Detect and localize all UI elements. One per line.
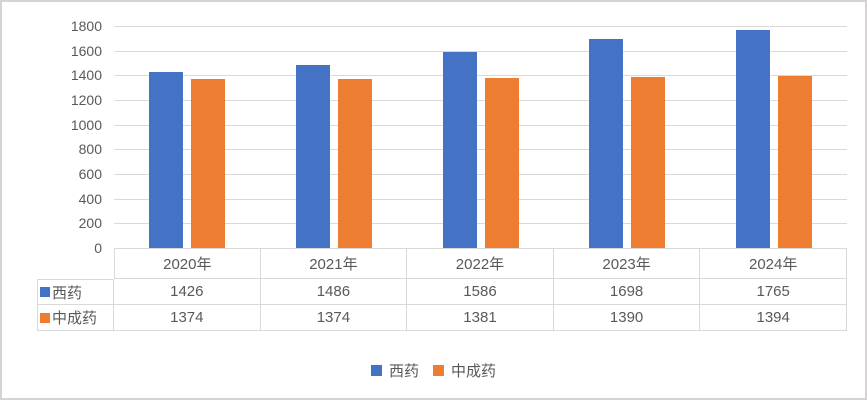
legend-key-西药 xyxy=(40,287,50,297)
bar-中成药-2023年 xyxy=(631,76,666,248)
bar-中成药-2021年 xyxy=(337,78,372,248)
table-row-label-text: 西药 xyxy=(52,284,83,302)
y-axis-tick-label: 1800 xyxy=(70,18,102,34)
y-axis-tick-label: 800 xyxy=(78,141,102,158)
legend: 西药 中成药 xyxy=(2,358,865,382)
gridline xyxy=(114,149,847,151)
gridline xyxy=(114,223,847,225)
table-cell: 1426 xyxy=(114,279,261,305)
legend-item-西药: 西药 xyxy=(370,360,419,381)
legend-item-中成药: 中成药 xyxy=(433,360,496,381)
table-cell: 1394 xyxy=(700,305,847,331)
table-cell: 1390 xyxy=(553,305,701,331)
table-header-cell: 2020年 xyxy=(114,248,261,279)
y-axis-tick-label: 600 xyxy=(78,166,102,182)
gridline xyxy=(114,26,847,27)
y-axis-tick-label: 400 xyxy=(78,190,102,207)
table-cell: 1765 xyxy=(700,279,847,305)
table-cell: 1586 xyxy=(407,279,554,305)
table-cell: 1698 xyxy=(553,279,701,305)
y-axis-tick-label: 1000 xyxy=(70,116,102,133)
gridline xyxy=(114,50,847,52)
legend-label: 西药 xyxy=(388,362,419,380)
y-axis-tick-label: 0 xyxy=(94,240,102,256)
bar-西药-2020年 xyxy=(149,72,184,248)
table-cell: 1374 xyxy=(114,305,261,331)
legend-label: 中成药 xyxy=(451,362,497,380)
table-row-label-text: 中成药 xyxy=(52,310,98,327)
table-header-cell: 2021年 xyxy=(260,248,408,279)
gridline xyxy=(114,174,847,175)
bar-中成药-2020年 xyxy=(191,78,226,248)
gridline xyxy=(114,75,847,77)
table-row-label: 西药 xyxy=(37,279,114,305)
table-header-cell: 2024年 xyxy=(700,248,847,279)
table-header-cell: 2022年 xyxy=(407,248,554,279)
table-header-cell: 2023年 xyxy=(553,248,701,279)
y-axis-tick-label: 1200 xyxy=(70,92,102,108)
table-cell: 1486 xyxy=(260,279,408,305)
bar-中成药-2024年 xyxy=(777,76,812,248)
legend-key-中成药 xyxy=(40,312,50,323)
gridline xyxy=(114,124,847,126)
y-axis-tick-label: 200 xyxy=(78,215,102,232)
table-cell: 1381 xyxy=(407,305,554,331)
bar-西药-2022年 xyxy=(442,52,477,248)
gridline xyxy=(114,100,847,101)
bar-中成药-2022年 xyxy=(484,77,519,248)
table-row-label: 中成药 xyxy=(37,305,114,331)
legend-swatch xyxy=(433,364,444,376)
gridline xyxy=(114,198,847,200)
table-cell: 1374 xyxy=(260,305,408,331)
y-axis-tick-label: 1600 xyxy=(70,42,102,59)
bar-西药-2021年 xyxy=(295,64,330,248)
bar-西药-2023年 xyxy=(589,38,624,248)
bar-西药-2024年 xyxy=(735,30,770,248)
legend-swatch xyxy=(370,364,382,376)
y-axis-tick-label: 1400 xyxy=(70,67,102,84)
